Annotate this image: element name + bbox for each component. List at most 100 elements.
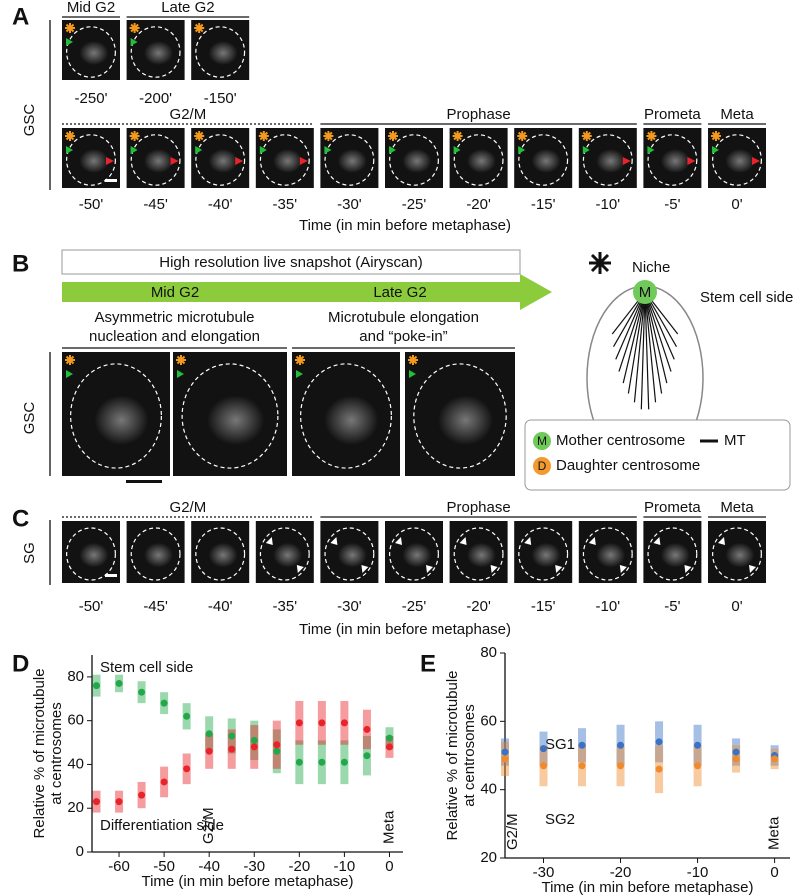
time-label: -35' <box>273 598 298 615</box>
glow <box>531 149 561 173</box>
glow <box>467 542 496 568</box>
cell-outline <box>130 26 181 78</box>
niche-asterisk <box>65 23 75 33</box>
data-point <box>578 741 586 749</box>
data-point <box>501 755 509 763</box>
data-point <box>771 755 779 763</box>
microtubule <box>615 291 646 360</box>
arrow <box>66 38 73 46</box>
stage-label: Prophase <box>446 106 510 123</box>
axis-label: Time (in min before metaphase) <box>299 217 511 234</box>
niche-asterisk <box>258 131 269 141</box>
legend-label: Mother centrosome <box>556 432 685 449</box>
stage-label: G2/M <box>170 499 207 516</box>
data-point <box>340 719 348 727</box>
panel-label: B <box>12 250 29 277</box>
time-label: -150' <box>204 90 237 107</box>
stage-label: Late G2 <box>373 284 426 301</box>
data-point <box>363 725 371 733</box>
arrow <box>619 565 627 573</box>
cell-outline <box>300 363 392 469</box>
arrow <box>296 370 303 378</box>
time-label: -10' <box>596 598 621 615</box>
glow <box>402 542 432 568</box>
y-axis-label: at centrosomes <box>48 702 65 805</box>
data-point <box>160 699 168 707</box>
arrow <box>752 157 760 165</box>
glow <box>273 542 303 568</box>
arrow <box>518 146 526 154</box>
glow <box>144 149 173 173</box>
niche-asterisk <box>323 131 334 141</box>
y-tick-label: 80 <box>480 644 497 661</box>
arrow <box>687 157 696 165</box>
legend-swatch <box>533 457 551 475</box>
time-label: -250' <box>75 90 108 107</box>
data-point <box>138 688 146 696</box>
stage-label: Prometa <box>644 106 701 123</box>
caption: nucleation and elongation <box>89 328 260 345</box>
time-label: -40' <box>208 598 233 615</box>
arrow <box>330 537 338 545</box>
arrow <box>582 146 590 154</box>
niche-asterisk <box>194 131 205 141</box>
axis-label: Time (in min before metaphase) <box>299 621 511 638</box>
glow <box>273 149 303 173</box>
glow <box>207 395 265 446</box>
diagram-label: Niche <box>632 259 670 276</box>
arrow <box>389 146 396 154</box>
data-point <box>183 765 191 773</box>
microtubule <box>644 291 650 410</box>
cell-outline <box>66 134 116 186</box>
y-axis-label: Relative % of microtubule <box>444 670 461 840</box>
time-label: -45' <box>143 196 168 213</box>
niche-asterisk <box>65 355 75 365</box>
arrow <box>684 565 692 573</box>
data-point <box>228 732 236 740</box>
data-point <box>295 719 303 727</box>
data-point <box>183 712 191 720</box>
cell-outline <box>453 134 504 186</box>
time-label: -50' <box>79 598 104 615</box>
arrow <box>718 537 725 545</box>
series-label: Stem cell side <box>100 659 193 676</box>
arrow <box>653 537 661 545</box>
time-label: 0' <box>731 196 742 213</box>
cell-label: GSC <box>21 402 38 435</box>
cell-outline <box>324 134 375 186</box>
time-label: -25' <box>402 598 427 615</box>
mother-centrosome <box>633 280 657 304</box>
arrow <box>177 370 184 378</box>
scale-bar <box>105 574 117 577</box>
x-tick-label: -10 <box>687 864 709 881</box>
data-point <box>228 745 236 753</box>
arrow <box>712 146 719 154</box>
x-tick-label: -30 <box>243 858 265 875</box>
legend-label: Daughter centrosome <box>556 457 700 474</box>
data-point <box>340 758 348 766</box>
cell-outline <box>195 26 246 78</box>
x-tick-label: -60 <box>108 858 130 875</box>
caption: and “poke-in” <box>359 328 447 345</box>
stage-label: Late G2 <box>161 0 214 16</box>
arrow <box>299 157 308 165</box>
arrow <box>296 565 304 573</box>
x-tick-label: 0 <box>385 858 393 875</box>
cell-label: SG <box>21 542 38 564</box>
stage-label: G2/M <box>170 106 207 123</box>
data-point <box>273 741 281 749</box>
caption: Asymmetric microtubule <box>94 309 254 326</box>
glow <box>725 542 755 568</box>
arrow <box>324 146 332 154</box>
niche-asterisk <box>711 131 721 141</box>
cell-outline <box>712 527 762 581</box>
data-point <box>385 743 393 751</box>
marker-label: Meta <box>380 810 397 844</box>
data-point <box>617 741 625 749</box>
scale-bar <box>105 179 117 182</box>
panel-label: E <box>420 650 436 677</box>
x-axis-label: Time (in min before metaphase) <box>541 879 753 895</box>
data-point <box>205 747 213 755</box>
data-point <box>540 745 548 753</box>
